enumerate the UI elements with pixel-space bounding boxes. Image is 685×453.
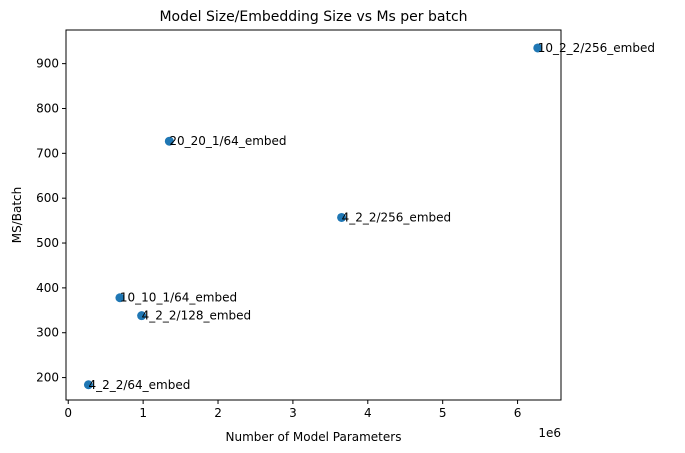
- y-tick-label: 300: [36, 326, 59, 340]
- y-tick-label: 800: [36, 101, 59, 115]
- data-point-label: 10_2_2/256_embed: [538, 41, 655, 55]
- y-tick-label: 700: [36, 146, 59, 160]
- data-point: [337, 212, 347, 222]
- data-point-label: 20_20_1/64_embed: [169, 134, 286, 148]
- x-axis-offset-text: 1e6: [538, 426, 561, 440]
- data-point: [164, 136, 174, 146]
- x-tick-label: 5: [439, 406, 447, 420]
- x-tick-label: 4: [364, 406, 372, 420]
- data-point: [533, 43, 543, 53]
- data-point-label: 4_2_2/256_embed: [342, 210, 452, 224]
- x-tick-label: 3: [289, 406, 297, 420]
- y-axis-label: MS/Batch: [10, 187, 24, 244]
- y-tick-label: 500: [36, 236, 59, 250]
- data-point: [115, 293, 125, 303]
- data-point-label: 4_2_2/64_embed: [88, 378, 190, 392]
- plot-area: 0 1 2 3 4 5 6 200 300 400 500 600 700 800 900 10_2_2/25…: [36, 29, 655, 420]
- y-tick-label: 400: [36, 281, 59, 295]
- data-point: [137, 311, 147, 321]
- data-point: [83, 380, 93, 390]
- data-point-label: 10_10_1/64_embed: [120, 291, 237, 305]
- x-tick-label: 0: [64, 406, 72, 420]
- y-tick-label: 600: [36, 191, 59, 205]
- y-tick-label: 900: [36, 57, 59, 71]
- y-tick-label: 200: [36, 371, 59, 385]
- x-tick-label: 6: [514, 406, 522, 420]
- axes-frame: [65, 29, 562, 401]
- data-point-label: 4_2_2/128_embed: [142, 309, 252, 323]
- chart-title: Model Size/Embedding Size vs Ms per batc…: [159, 9, 467, 25]
- x-tick-label: 1: [139, 406, 147, 420]
- x-tick-label: 2: [214, 406, 222, 420]
- x-axis-label: Number of Model Parameters: [226, 430, 402, 444]
